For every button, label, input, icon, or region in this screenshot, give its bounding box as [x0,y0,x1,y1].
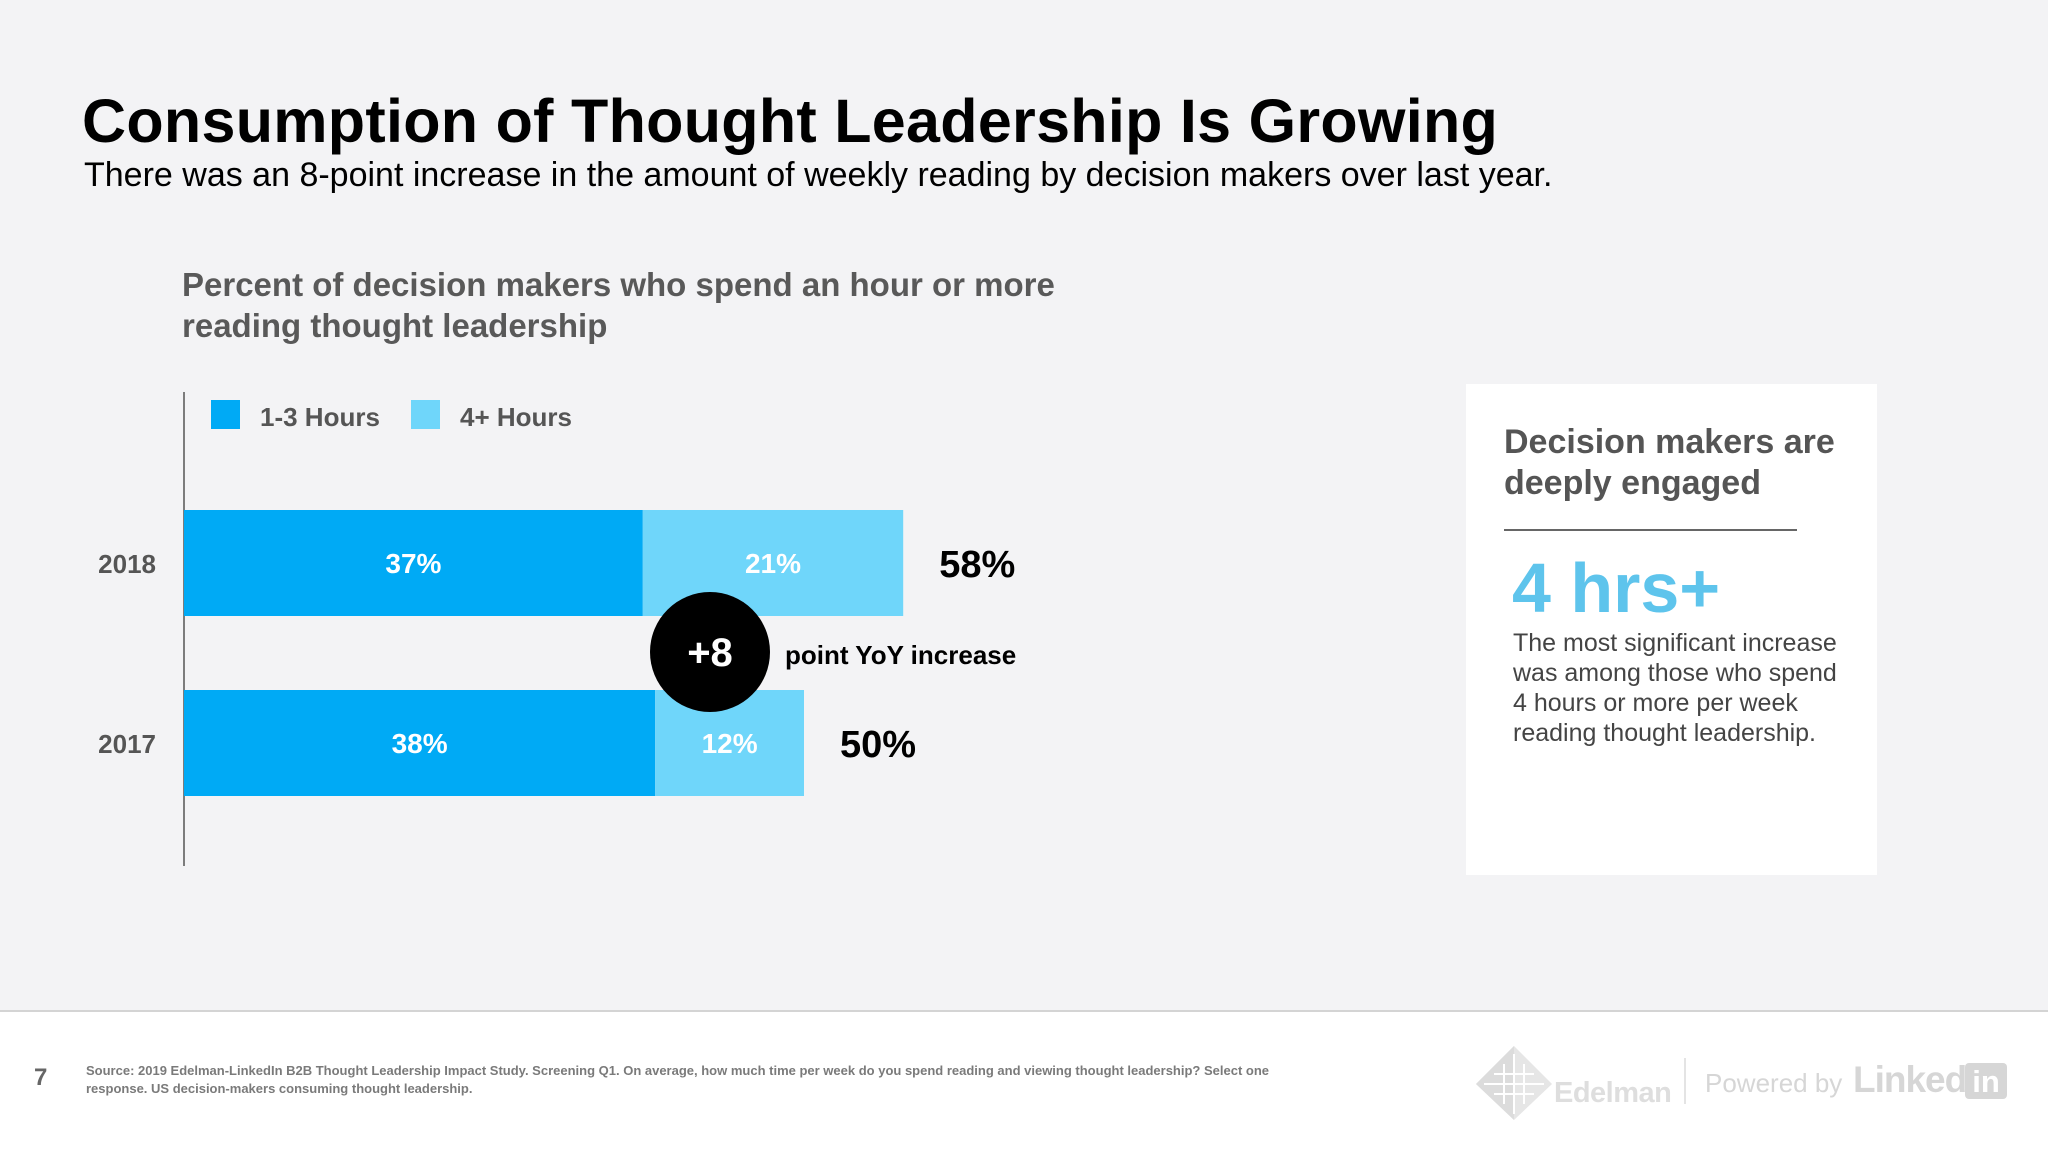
bar-chart: 1-3 Hours 4+ Hours 2018 37% 21% 58% 2017 38% 12%… [98,392,1016,866]
side-card: Decision makers are deeply engaged 4 hrs… [1466,384,1877,875]
bar-2018-series-0 [184,510,643,616]
slide-title: Consumption of Thought Leadership Is Gro… [82,87,1499,155]
annotation-circle [650,592,770,712]
data-label-2018-series-1: 21% [745,548,801,579]
legend-label-1: 4+ Hours [460,402,572,432]
slide-subtitle: There was an 8-point increase in the amo… [84,156,1553,194]
side-card-divider [1504,529,1797,531]
side-card-stat: 4 hrs+ [1512,549,1721,627]
legend-swatch-1 [411,400,440,429]
source-note: Source: 2019 Edelman-LinkedIn B2B Though… [86,1063,1269,1096]
page-number: 7 [34,1064,48,1091]
powered-by-text: Powered by [1705,1068,1843,1098]
footer: 7 Source: 2019 Edelman-LinkedIn B2B Thou… [0,1010,2048,1154]
data-label-2018-series-0: 37% [385,548,441,579]
category-label-2018: 2018 [98,549,156,579]
side-card-text: The most significant increase was among … [1513,629,1837,747]
annotation-value: +8 [687,631,733,675]
side-card-title: Decision makers are deeply engaged [1504,423,1835,502]
annotation-text: point YoY increase [785,640,1016,670]
data-label-2017-series-1: 12% [702,728,758,759]
linkedin-logo-box: in [1965,1063,2007,1099]
data-label-2017-series-0: 38% [392,728,448,759]
linkedin-logo-text: Linked [1853,1059,1967,1100]
edelman-logo: Edelman [1474,1044,1672,1122]
total-label-2018: 58% [939,544,1015,586]
bar-2017-series-0 [184,690,656,796]
category-label-2017: 2017 [98,729,156,759]
edelman-logo-text: Edelman [1554,1077,1672,1109]
total-label-2017: 50% [840,724,916,766]
chart-title: Percent of decision makers who spend an … [182,266,1055,344]
legend-swatch-0 [211,400,240,429]
edelman-mark-icon [1476,1046,1552,1120]
footer-divider [1684,1058,1686,1104]
legend-label-0: 1-3 Hours [260,402,380,432]
